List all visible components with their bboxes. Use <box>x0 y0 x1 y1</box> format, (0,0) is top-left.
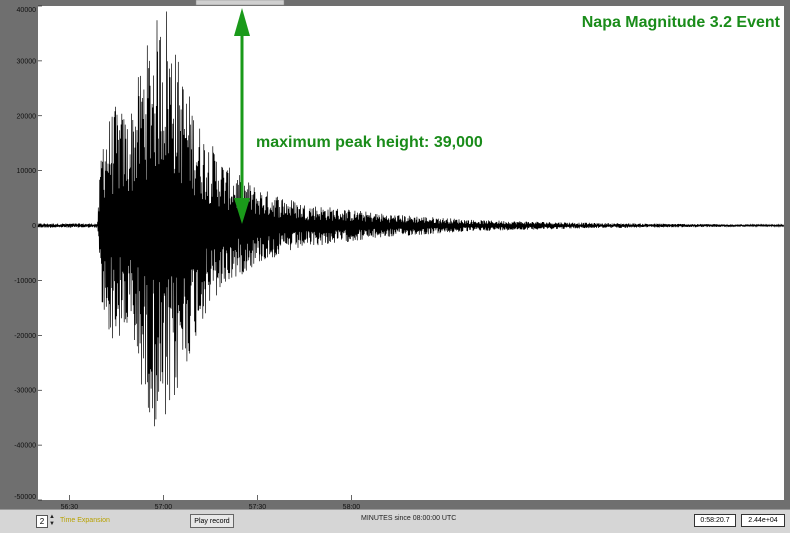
y-tick-label: -20000 <box>14 333 36 340</box>
top-tab <box>195 0 285 6</box>
x-tick-label: 57:30 <box>249 504 267 510</box>
x-tick-label: 56:30 <box>61 504 79 510</box>
arrow-head-down <box>234 198 250 224</box>
y-tick-label: -40000 <box>14 443 36 450</box>
time-expansion-label: Time Expansion <box>60 517 110 524</box>
y-tick-label: 40000 <box>17 7 37 14</box>
control-bar: 2 ▲ ▼ Time Expansion Play record MINUTES… <box>0 509 790 533</box>
y-tick-label: 10000 <box>17 168 37 175</box>
time-readout: 0:58:20.7 <box>694 514 736 527</box>
x-axis-title: MINUTES since 08:00:00 UTC <box>361 515 457 522</box>
x-axis: 56:30 57:00 57:30 58:00 <box>61 495 361 510</box>
x-tick-label: 57:00 <box>155 504 173 510</box>
arrow-head-up <box>234 8 250 36</box>
seismogram-chart: 40000 30000 20000 10000 0 -10000 -20000 -30000 -… <box>14 0 785 510</box>
time-expansion-value[interactable]: 2 <box>36 515 48 528</box>
peak-annotation: maximum peak height: 39,000 <box>256 134 483 151</box>
time-expansion-stepper[interactable]: ▲ ▼ <box>48 514 56 528</box>
y-tick-label: -10000 <box>14 278 36 285</box>
y-tick-label: 20000 <box>17 113 37 120</box>
seismogram-trace <box>37 11 785 427</box>
chart-title: Napa Magnitude 3.2 Event <box>582 14 781 31</box>
y-tick-label: 0 <box>32 223 36 230</box>
y-tick-label: -50000 <box>14 494 36 501</box>
chevron-down-icon[interactable]: ▼ <box>49 521 55 527</box>
chevron-up-icon[interactable]: ▲ <box>49 514 55 520</box>
play-record-button[interactable]: Play record <box>190 514 234 528</box>
y-tick-label: -30000 <box>14 388 36 395</box>
amplitude-readout: 2.44e+04 <box>741 514 785 527</box>
peak-height-arrow <box>234 8 250 224</box>
y-tick-label: 30000 <box>17 58 37 65</box>
y-axis: 40000 30000 20000 10000 0 -10000 -20000 -30000 -… <box>14 5 42 501</box>
x-tick-label: 58:00 <box>343 504 361 510</box>
